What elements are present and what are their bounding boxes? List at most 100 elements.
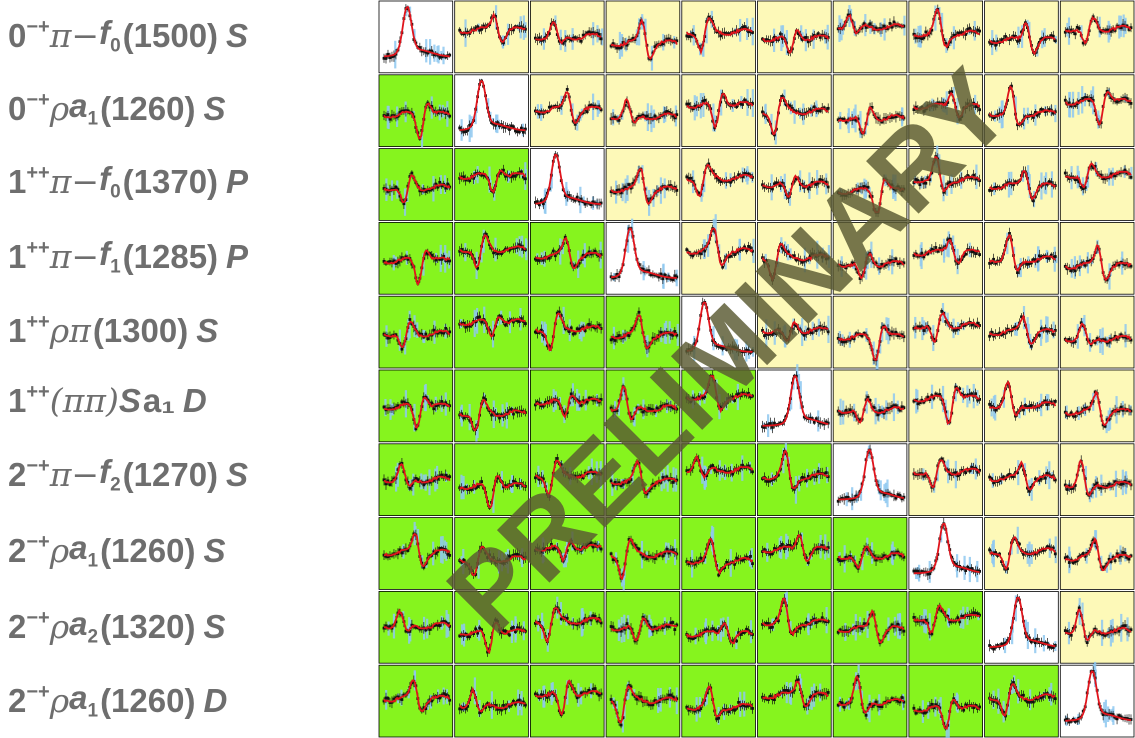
- data-point: [547, 256, 551, 260]
- data-point: [1123, 96, 1127, 100]
- jpc-spin: 2: [8, 608, 26, 645]
- data-point: [703, 249, 707, 253]
- data-point: [665, 403, 669, 407]
- data-point: [773, 133, 776, 137]
- data-point: [964, 323, 968, 327]
- data-point: [894, 257, 898, 261]
- error-band: [936, 145, 939, 168]
- data-point: [816, 32, 820, 36]
- data-point: [567, 330, 571, 334]
- data-point: [956, 31, 960, 35]
- data-point: [864, 26, 868, 29]
- data-point: [988, 40, 991, 44]
- data-point: [996, 40, 999, 44]
- data-point: [788, 104, 792, 108]
- data-point: [952, 328, 956, 332]
- data-point: [627, 183, 631, 186]
- data-point: [844, 340, 848, 343]
- data-point: [478, 28, 482, 32]
- data-point: [862, 22, 866, 26]
- data-point: [976, 28, 980, 32]
- row-label: 1++ ρπ (1300) S: [8, 294, 218, 367]
- data-point: [992, 116, 995, 120]
- data-point: [950, 90, 954, 94]
- data-point: [543, 401, 547, 404]
- data-point: [1069, 269, 1073, 273]
- data-point: [771, 425, 774, 429]
- data-point: [1045, 256, 1049, 260]
- data-point: [685, 34, 689, 38]
- data-point: [697, 395, 701, 399]
- data-point: [537, 203, 541, 207]
- isobar-name: a: [69, 529, 87, 566]
- error-band: [764, 105, 767, 120]
- data-point: [934, 246, 938, 249]
- data-point: [1022, 408, 1025, 412]
- data-point: [577, 261, 581, 265]
- data-point: [824, 257, 828, 261]
- data-point: [1103, 177, 1107, 181]
- isobar-mass: (1320): [100, 608, 195, 646]
- data-point: [1119, 98, 1123, 102]
- data-point: [914, 252, 918, 256]
- data-point: [649, 407, 653, 411]
- matrix-cell: [832, 369, 908, 443]
- data-point: [743, 172, 746, 175]
- error-band: [480, 245, 483, 263]
- data-point: [775, 332, 778, 336]
- matrix-cell: [832, 148, 908, 221]
- partial-wave: P: [226, 163, 248, 201]
- data-point: [611, 42, 615, 46]
- data-point: [631, 36, 635, 40]
- data-point: [792, 179, 796, 183]
- jpc-parity: −+: [26, 89, 49, 111]
- data-point: [1125, 171, 1129, 175]
- data-point: [516, 319, 519, 323]
- error-band: [524, 169, 528, 181]
- data-point: [386, 52, 390, 56]
- data-point: [723, 95, 727, 99]
- data-point: [1047, 180, 1051, 183]
- data-point: [956, 262, 960, 265]
- data-point: [743, 245, 746, 249]
- matrix-cell: [378, 74, 454, 148]
- data-point: [836, 336, 840, 340]
- data-point: [1016, 123, 1019, 127]
- data-point: [524, 322, 527, 326]
- data-point: [1113, 334, 1117, 338]
- fit-curve: [761, 242, 829, 282]
- error-band: [549, 179, 552, 192]
- data-point: [402, 400, 406, 404]
- fit-curve: [383, 249, 451, 287]
- fit-curve: [686, 92, 754, 130]
- data-point: [888, 22, 892, 25]
- error-band: [1082, 318, 1085, 330]
- data-point: [1014, 180, 1017, 184]
- jpc-spin: 1: [8, 382, 26, 419]
- data-point: [1117, 263, 1121, 267]
- matrix-cell: [1059, 295, 1135, 369]
- data-point: [653, 114, 657, 118]
- row-label: 2−+ ρ a1 (1260) D: [8, 664, 227, 737]
- data-point: [1030, 261, 1033, 265]
- data-point: [812, 420, 816, 424]
- data-point: [464, 178, 468, 182]
- data-point: [876, 116, 880, 120]
- row-label: 2−+ ρ a1 (1260) S: [8, 514, 225, 587]
- data-point: [731, 178, 734, 182]
- data-point: [725, 32, 729, 36]
- data-point: [763, 426, 766, 429]
- data-point: [840, 340, 844, 344]
- data-point: [424, 251, 428, 255]
- data-point: [502, 41, 505, 45]
- error-band: [940, 12, 944, 36]
- isobar-mass: (1370): [123, 163, 218, 201]
- matrix-cell: [832, 295, 908, 374]
- data-point: [978, 397, 981, 401]
- data-point: [673, 330, 677, 333]
- isobar-prefix: (ππ): [50, 381, 119, 420]
- data-point: [1063, 30, 1067, 34]
- data-point: [1123, 168, 1127, 172]
- error-band: [550, 169, 553, 189]
- error-band: [701, 186, 704, 197]
